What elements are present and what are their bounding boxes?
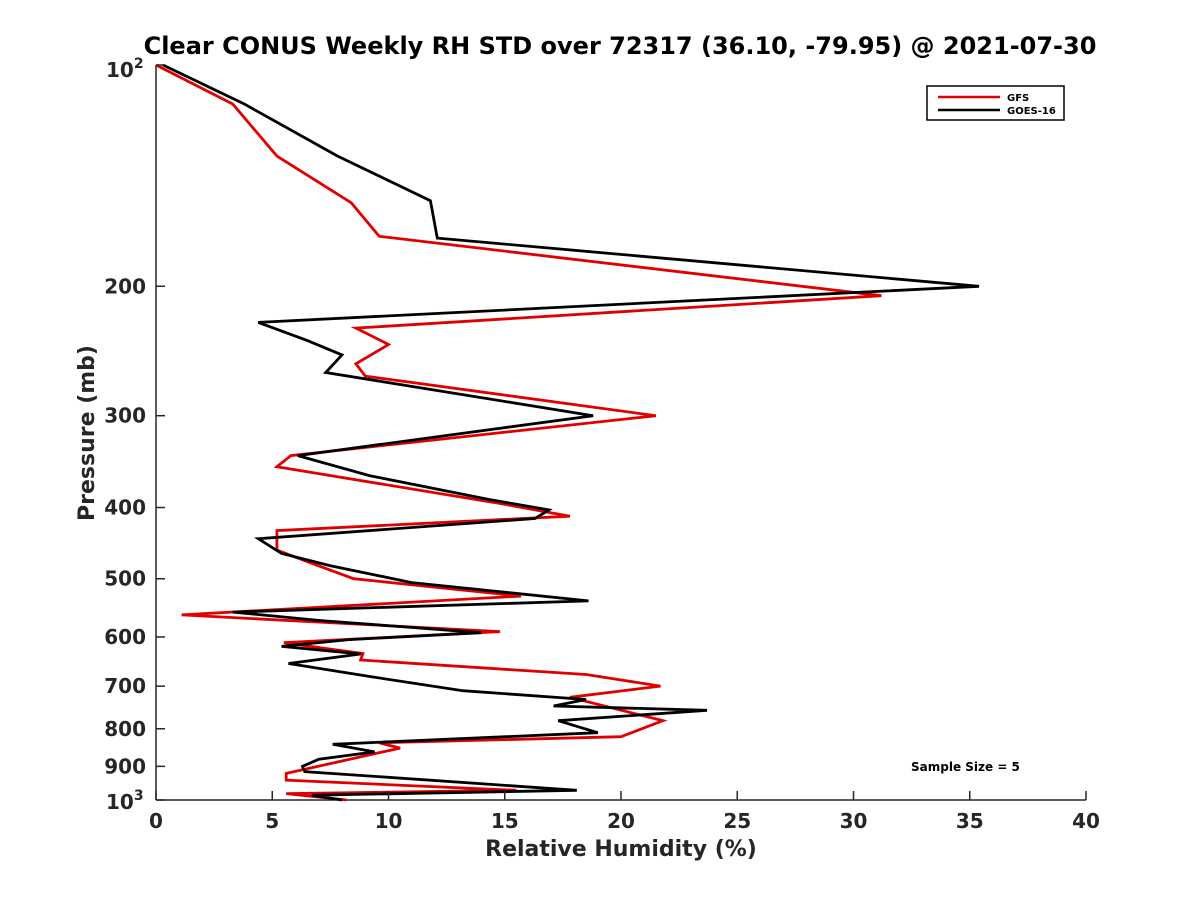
y-tick-label: 400 — [104, 496, 146, 520]
x-axis-label: Relative Humidity (%) — [485, 837, 757, 862]
y-tick-label: 500 — [104, 567, 146, 591]
x-tick-label: 15 — [491, 809, 519, 833]
y-axis-label: Pressure (mb) — [75, 345, 100, 521]
x-tick-label: 5 — [265, 809, 279, 833]
series-line-goes16 — [162, 63, 980, 802]
y-tick-label: 900 — [104, 754, 146, 778]
legend-box — [926, 85, 1065, 121]
series-layer — [155, 63, 980, 802]
sample-size-annotation: Sample Size = 5 — [911, 760, 1020, 774]
x-tick-label: 35 — [956, 809, 984, 833]
y-tick-100-exp: 2 — [134, 56, 144, 72]
y-tick-label: 700 — [104, 674, 146, 698]
y-tick-1000-base: 10 — [106, 790, 134, 814]
y-tick-label: 200 — [104, 274, 146, 298]
legend: GFS GOES-16 — [926, 85, 1065, 121]
x-tick-label: 0 — [149, 809, 163, 833]
x-tick-label: 30 — [840, 809, 868, 833]
y-tick-label: 300 — [104, 404, 146, 428]
y-tick-1000-exp: 3 — [134, 788, 144, 804]
y-tick-label: 600 — [104, 625, 146, 649]
series-line-gfs — [155, 63, 882, 802]
legend-label-gfs: GFS — [1007, 93, 1029, 104]
y-axis-ticks: 200 300 400 500 600 700 800 900 — [104, 64, 165, 801]
x-axis-ticks: 0 5 10 15 20 25 30 35 40 — [149, 791, 1100, 833]
y-tick-label: 800 — [104, 717, 146, 741]
x-tick-label: 10 — [375, 809, 403, 833]
y-tick-label-100: 102 — [106, 56, 144, 82]
x-tick-label: 40 — [1072, 809, 1100, 833]
x-tick-label: 25 — [723, 809, 751, 833]
y-tick-100-base: 10 — [106, 58, 134, 82]
legend-label-goes16: GOES-16 — [1007, 106, 1056, 117]
y-tick-label-1000: 103 — [106, 788, 144, 814]
chart-title: Clear CONUS Weekly RH STD over 72317 (36… — [144, 32, 1097, 60]
plot-area — [155, 63, 1086, 802]
x-tick-label: 20 — [607, 809, 635, 833]
